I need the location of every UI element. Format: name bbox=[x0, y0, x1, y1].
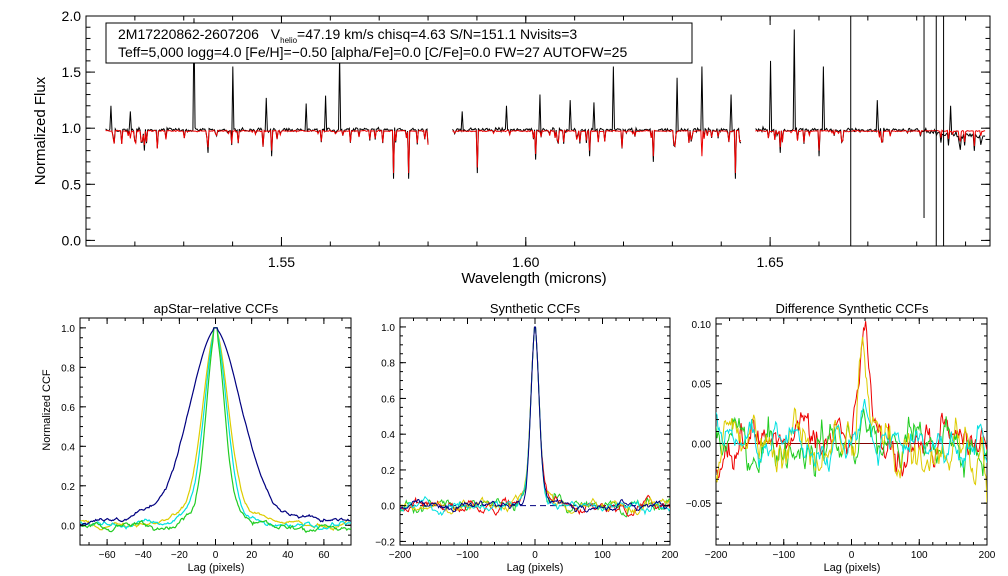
y-tick-label: 0.4 bbox=[381, 430, 395, 441]
v-helio-stats: =47.19 km/s chisq=4.63 S/N=151.1 Nvisits… bbox=[297, 26, 577, 42]
spectrum-info-line2: Teff=5,000 logg=4.0 [Fe/H]=−0.50 [alpha/… bbox=[118, 44, 627, 60]
y-tick-label: 0.0 bbox=[381, 502, 395, 513]
spectrum-plot-frame bbox=[85, 15, 991, 247]
star-id: 2M17220862-2607206 bbox=[118, 26, 259, 42]
difference-ccf-ticks: −200 −100 0 100 200 −0.05 0.00 0.05 0.10 bbox=[686, 318, 996, 561]
apstar-ccf-data bbox=[80, 327, 351, 534]
ccf-series-combined bbox=[80, 327, 351, 527]
x-tick-label: −200 bbox=[389, 550, 412, 561]
y-tick-label: 0.2 bbox=[61, 482, 75, 493]
ccf-lines bbox=[716, 321, 987, 505]
apstar-ccf-x-axis-label: Lag (pixels) bbox=[188, 562, 245, 574]
v-helio-prefix: V bbox=[271, 26, 281, 42]
spectrum-info-line1: 2M17220862-2607206 Vhelio=47.19 km/s chi… bbox=[118, 26, 577, 45]
ccf-series-visit-3 bbox=[400, 326, 670, 516]
x-tick-label: −100 bbox=[456, 550, 479, 561]
ccf-series-visit-2 bbox=[400, 326, 670, 517]
y-tick-label: −0.05 bbox=[686, 499, 712, 510]
spectrum-ticks: 1.55 1.60 1.65 0.0 0.5 1.0 1.5 2.0 bbox=[62, 8, 990, 270]
synthetic-ccf-ticks: −200 −100 0 100 200 −0.2 0.0 0.2 0.4 0.6 0.8 1.0 bbox=[375, 318, 679, 561]
synthetic-ccf-title: Synthetic CCFs bbox=[490, 301, 581, 316]
x-tick-label: −20 bbox=[171, 550, 188, 561]
difference-ccf-title: Difference Synthetic CCFs bbox=[776, 301, 929, 316]
synthetic-ccf-panel: Synthetic CCFs −200 −100 0 100 200 −0.2 0.0 0.2… bbox=[375, 301, 679, 574]
difference-ccf-data bbox=[716, 321, 987, 505]
difference-ccf-plot-frame bbox=[715, 317, 988, 546]
x-tick-label: 1.65 bbox=[756, 254, 783, 270]
ccf-series-visit-4 bbox=[400, 326, 670, 517]
y-tick-label: 0.05 bbox=[692, 380, 712, 391]
x-tick-label: 100 bbox=[594, 550, 611, 561]
x-tick-label: 1.60 bbox=[512, 254, 539, 270]
x-tick-label: 200 bbox=[662, 550, 679, 561]
apstar-ccf-ticks: −60 −40 −20 0 20 40 60 0.0 0.2 0.4 0.6 0.8 1.0 bbox=[61, 318, 351, 561]
spectrum-lines bbox=[105, 16, 986, 246]
y-tick-label: 0.4 bbox=[61, 442, 75, 453]
synthetic-ccf-data bbox=[400, 326, 670, 518]
x-tick-label: 0 bbox=[849, 550, 855, 561]
ccf-series-visit-1 bbox=[80, 327, 351, 534]
x-tick-label: 100 bbox=[911, 550, 928, 561]
difference-ccf-x-axis-label: Lag (pixels) bbox=[824, 562, 881, 574]
ccf-series-visit-3 bbox=[716, 336, 987, 505]
x-tick-label: 200 bbox=[979, 550, 996, 561]
ccf-lines bbox=[80, 327, 351, 534]
y-tick-label: 0.8 bbox=[61, 363, 75, 374]
spectrum-info-box bbox=[105, 22, 693, 64]
ccf-series-combined bbox=[400, 326, 670, 513]
apstar-ccf-panel: apStar−relative CCFs −60 −40 −20 0 20 40 60 0.0… bbox=[41, 301, 352, 574]
ccf-series-visit-4 bbox=[716, 399, 987, 472]
x-tick-label: −200 bbox=[705, 550, 728, 561]
y-tick-label: 1.0 bbox=[61, 324, 75, 335]
y-tick-label: −0.2 bbox=[375, 537, 395, 548]
y-tick-label: 1.0 bbox=[62, 120, 82, 136]
ccf-lines bbox=[400, 326, 670, 518]
y-tick-label: 0.6 bbox=[61, 403, 75, 414]
spectrum-data bbox=[105, 16, 986, 246]
ccf-series-visit-1 bbox=[400, 326, 670, 518]
synthetic-spectrum-line bbox=[452, 129, 742, 174]
y-tick-label: 0.0 bbox=[61, 521, 75, 532]
difference-ccf-panel: Difference Synthetic CCFs −200 −100 0 100 20… bbox=[686, 301, 996, 574]
x-tick-label: 0 bbox=[532, 550, 538, 561]
x-tick-label: −40 bbox=[135, 550, 152, 561]
y-tick-label: 2.0 bbox=[62, 8, 82, 24]
x-tick-label: 20 bbox=[246, 550, 258, 561]
synthetic-ccf-x-axis-label: Lag (pixels) bbox=[507, 562, 564, 574]
apstar-ccf-y-axis-label: Normalized CCF bbox=[41, 369, 53, 451]
x-tick-label: 40 bbox=[282, 550, 294, 561]
y-tick-label: 0.8 bbox=[381, 359, 395, 370]
observed-spectrum-line bbox=[755, 29, 986, 157]
y-tick-label: 0.00 bbox=[692, 439, 712, 450]
ccf-series-visit-3 bbox=[80, 327, 351, 532]
x-tick-label: −100 bbox=[772, 550, 795, 561]
spectrum-panel: 1.55 1.60 1.65 0.0 0.5 1.0 1.5 2.0 Normalized F… bbox=[32, 8, 991, 287]
y-tick-label: 0.6 bbox=[381, 394, 395, 405]
apstar-ccf-plot-frame bbox=[79, 317, 352, 546]
x-tick-label: −60 bbox=[99, 550, 116, 561]
observed-spectrum-line bbox=[452, 66, 742, 179]
y-tick-label: 0.5 bbox=[62, 176, 82, 192]
y-tick-label: 0.2 bbox=[381, 466, 395, 477]
v-helio-subscript: helio bbox=[280, 36, 297, 45]
ccf-series-visit-2 bbox=[80, 327, 351, 531]
y-tick-label: 1.0 bbox=[381, 323, 395, 334]
x-tick-label: 0 bbox=[213, 550, 219, 561]
spectrum-y-axis-label: Normalized Flux bbox=[32, 76, 49, 185]
synthetic-spectrum-line bbox=[105, 129, 429, 174]
y-tick-label: 1.5 bbox=[62, 64, 82, 80]
synthetic-spectrum-line bbox=[755, 129, 986, 151]
synthetic-ccf-plot-frame bbox=[399, 317, 671, 546]
apstar-ccf-title: apStar−relative CCFs bbox=[154, 301, 279, 316]
x-tick-label: 60 bbox=[318, 550, 330, 561]
spectrum-x-axis-label: Wavelength (microns) bbox=[461, 270, 606, 287]
y-tick-label: 0.10 bbox=[692, 320, 712, 331]
x-tick-label: 1.55 bbox=[268, 254, 295, 270]
y-tick-label: 0.0 bbox=[62, 232, 82, 248]
